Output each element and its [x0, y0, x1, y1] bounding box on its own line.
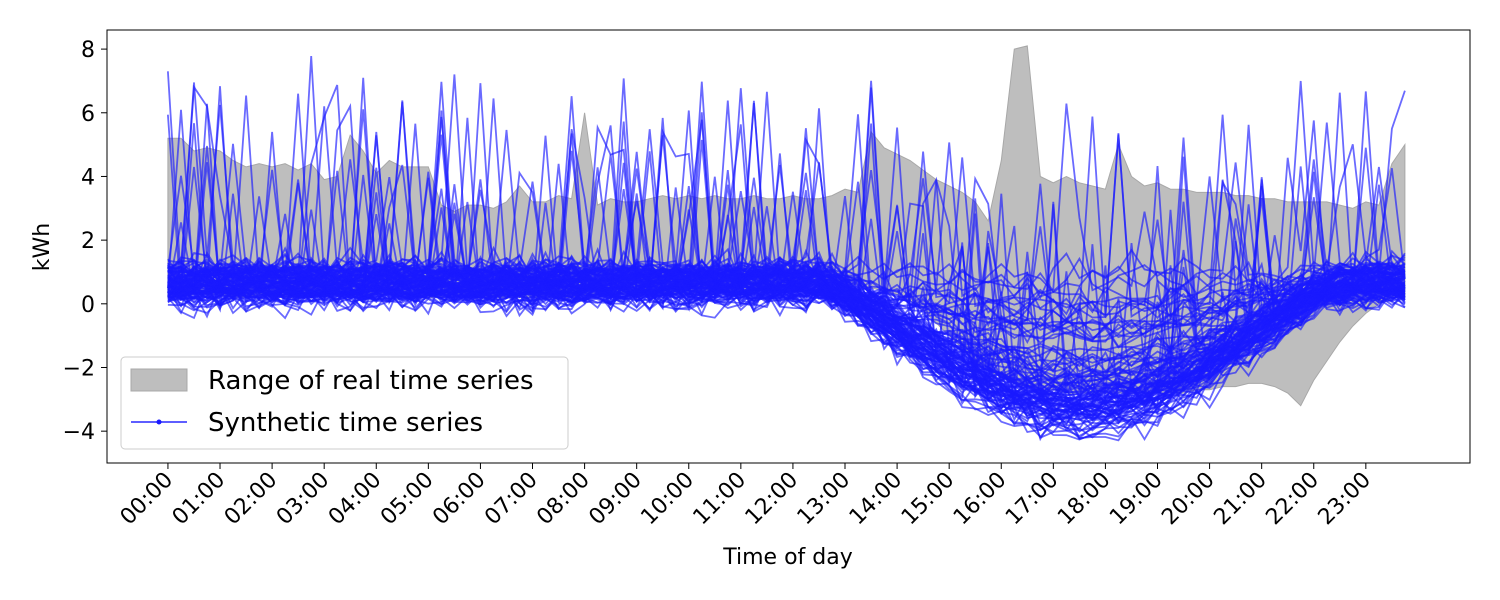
y-tick-label: 6	[81, 102, 95, 127]
y-tick-label: −2	[63, 356, 95, 381]
synthetic-series-line	[167, 81, 1406, 414]
y-tick-label: 8	[81, 38, 95, 63]
legend: Range of real time series Synthetic time…	[120, 356, 569, 450]
legend-range-swatch	[130, 368, 188, 392]
y-axis-title: kWh	[30, 223, 55, 271]
synthetic-series-line	[167, 114, 1406, 312]
legend-synthetic-marker	[156, 419, 162, 425]
legend-frame	[120, 356, 569, 450]
synthetic-series-line	[167, 259, 1406, 406]
plot-area	[167, 45, 1406, 442]
synthetic-series-group	[167, 55, 1406, 442]
legend-range-label: Range of real time series	[208, 366, 534, 396]
y-tick-label: 4	[81, 165, 95, 190]
legend-synthetic-label: Synthetic time series	[208, 408, 483, 438]
y-tick-label: 2	[81, 229, 95, 254]
y-tick-label: −4	[63, 420, 95, 445]
synthetic-series-line	[167, 117, 1405, 441]
synthetic-series-line	[167, 258, 1406, 412]
synthetic-series-line	[167, 262, 1405, 412]
x-axis-title: Time of day	[722, 545, 853, 570]
y-axis: −4 −2 0 2 4 6 8	[63, 38, 107, 445]
synthetic-series-line	[167, 121, 1406, 317]
synthetic-series-line	[167, 287, 1406, 410]
y-tick-label: 0	[81, 293, 95, 318]
plot-frame	[106, 29, 1471, 464]
synthetic-series-line	[167, 289, 1405, 408]
